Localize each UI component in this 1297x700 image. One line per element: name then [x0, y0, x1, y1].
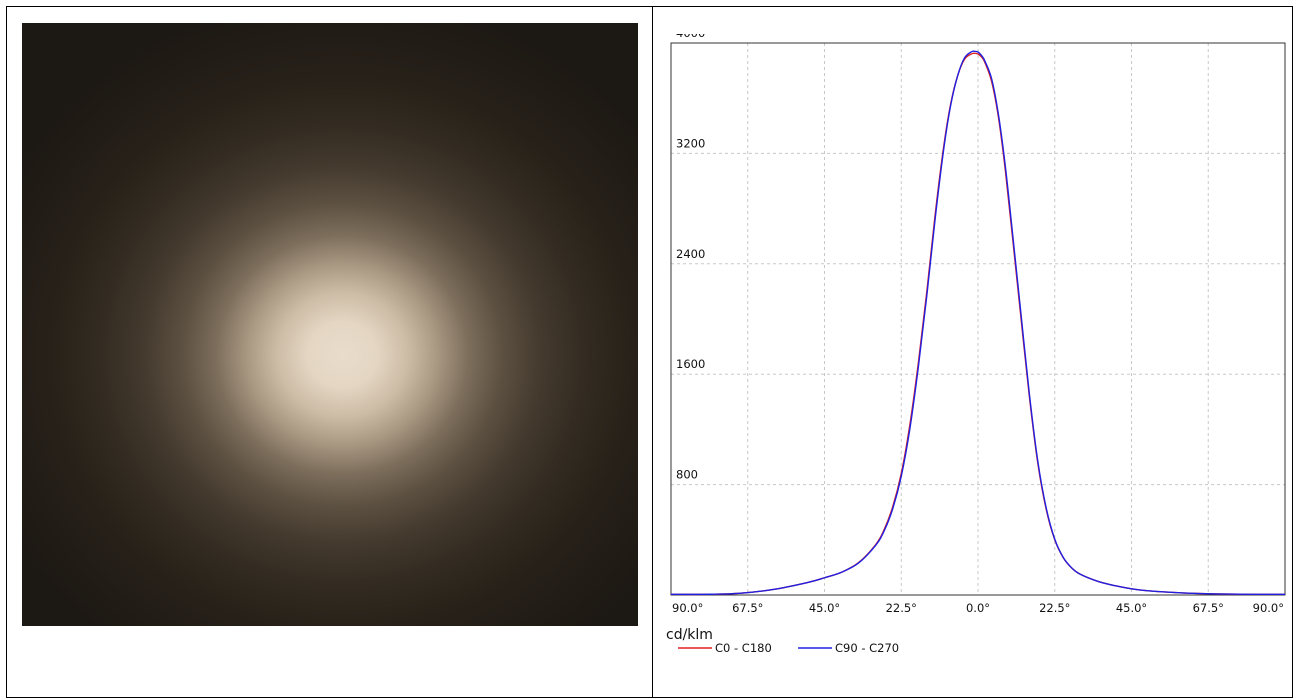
x-tick-label: 0.0°: [966, 601, 990, 615]
chart-grid: [670, 42, 1286, 595]
legend-label: C0 - C180: [715, 641, 772, 655]
column-divider: [652, 6, 653, 698]
y-tick-label: 4000: [676, 34, 705, 40]
x-tick-label: 45.0°: [809, 601, 840, 615]
layout-frame: [6, 6, 1293, 698]
series-line-c90-c270: [670, 50, 1286, 596]
x-tick-label: 22.5°: [886, 601, 917, 615]
chart-series: [670, 50, 1286, 596]
x-tick-label: 67.5°: [732, 601, 763, 615]
x-tick-label: 90.0°: [1253, 601, 1284, 615]
y-tick-labels: 800 1600 2400 3200 4000: [676, 34, 705, 482]
plot-area-frame: [670, 42, 1286, 596]
y-tick-label: 1600: [676, 357, 705, 371]
x-tick-label: 90.0°: [672, 601, 703, 615]
x-tick-label: 45.0°: [1116, 601, 1147, 615]
legend-label: C90 - C270: [835, 641, 899, 655]
x-tick-label: 67.5°: [1193, 601, 1224, 615]
y-unit-label: cd/klm: [666, 627, 713, 643]
light-beam-photo: [22, 23, 638, 626]
x-tick-labels: 90.0° 67.5° 45.0° 22.5° 0.0° 22.5° 45.0° 67.5° 9…: [672, 601, 1284, 615]
y-tick-label: 800: [676, 468, 698, 482]
y-tick-label: 3200: [676, 136, 705, 150]
luminous-intensity-chart: 800 1600 2400 3200 4000 90.0° 67.5° 45.0° 22.5°…: [666, 34, 1286, 655]
chart-legend: C0 - C180 C90 - C270: [678, 641, 899, 655]
x-tick-label: 22.5°: [1039, 601, 1070, 615]
y-tick-label: 2400: [676, 247, 705, 261]
